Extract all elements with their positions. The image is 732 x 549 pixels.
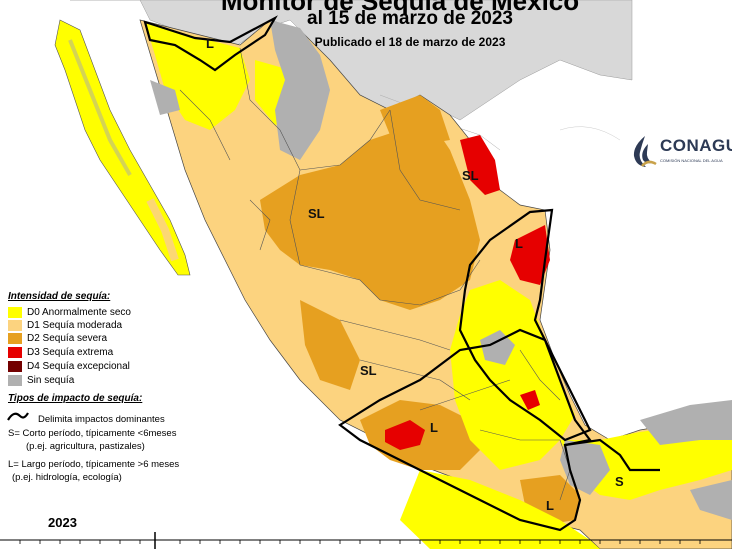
impact-type-label: SL [360,363,377,378]
timeline-year: 2023 [48,515,77,530]
impact-type-label: SL [462,168,479,183]
impact-type-label: L [206,36,214,51]
d2-swatch [8,333,22,344]
legend-item-d2: D2 Sequía severa [8,333,107,345]
impact-boundary-label: Delimita impactos dominantes [38,414,165,425]
impact-boundary-sonora [143,15,278,72]
d4-swatch [8,361,22,372]
legend-item-d0: D0 Anormalmente seco [8,307,131,319]
impact-long-label: L= Largo período, típicamente >6 meses [8,459,180,470]
d3-tamaulipas [460,135,500,195]
impact-type-label: SL [308,206,325,221]
impact-boundary-tamaulipas [458,208,592,442]
impact-legend-title: Tipos de impacto de sequía: [8,393,143,404]
impact-type-label: L [515,236,523,251]
no-drought-swatch [8,375,22,386]
legend-item-d1: D1 Sequía moderada [8,320,122,332]
logo-subtitle: COMISIÓN NACIONAL DEL AGUA [660,158,723,163]
boundary-line-icon [7,412,29,421]
impact-type-label: S [615,474,624,489]
map-date: al 15 de marzo de 2023 [307,8,513,29]
impact-type-label: L [546,498,554,513]
d0-swatch [8,307,22,318]
impact-long-example: (p.ej. hidrología, ecología) [12,472,122,483]
d3-swatch [8,347,22,358]
legend-item-no-drought: Sin sequía [8,375,74,387]
conagua-logo-icon [633,136,657,167]
map-title: Monitor de Sequía de México [220,0,580,16]
impact-type-label: L [430,420,438,435]
intensity-legend-title: Intensidad de sequía: [8,291,111,302]
logo-name: CONAGUA [660,136,732,155]
impact-short-example: (p.ej. agricultura, pastizales) [26,441,145,452]
published-date: Publicado el 18 de marzo de 2023 [314,35,506,49]
impact-short-label: S= Corto período, típicamente <6meses [8,428,177,439]
legend-item-d4: D4 Sequía excepcional [8,361,130,373]
d1-swatch [8,320,22,331]
legend-item-d3: D3 Sequía extrema [8,347,113,359]
